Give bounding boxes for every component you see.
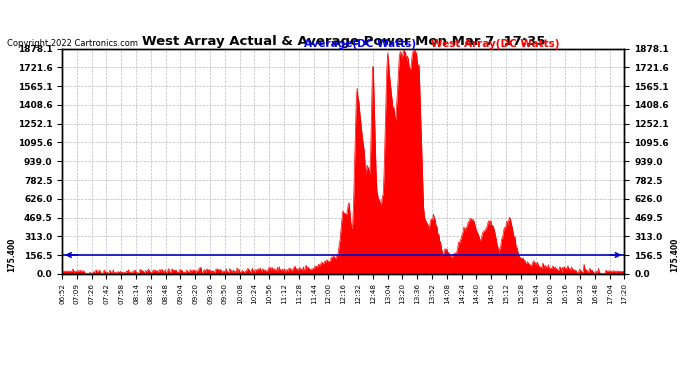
Text: 175.400: 175.400 bbox=[671, 238, 680, 272]
Text: Copyright 2022 Cartronics.com: Copyright 2022 Cartronics.com bbox=[7, 39, 138, 48]
Text: Average(DC Watts): Average(DC Watts) bbox=[304, 39, 415, 50]
Text: West Array(DC Watts): West Array(DC Watts) bbox=[431, 39, 560, 50]
Title: West Array Actual & Average Power Mon Mar 7  17:35: West Array Actual & Average Power Mon Ma… bbox=[141, 34, 545, 48]
Text: 175.400: 175.400 bbox=[7, 238, 16, 272]
